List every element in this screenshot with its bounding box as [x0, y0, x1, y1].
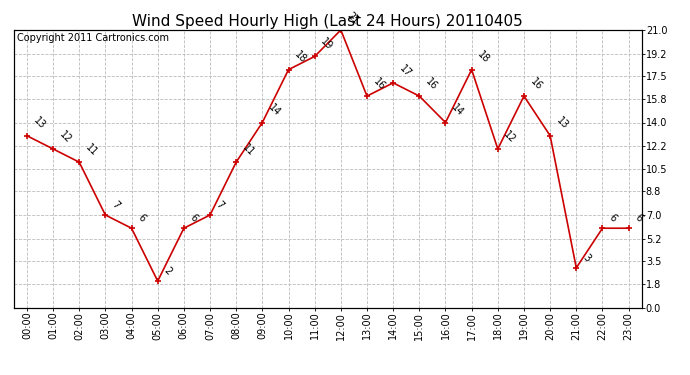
Text: 14: 14 [266, 103, 282, 118]
Text: 16: 16 [424, 76, 440, 92]
Text: 21: 21 [345, 10, 361, 26]
Text: 18: 18 [476, 50, 491, 66]
Text: 6: 6 [607, 213, 618, 224]
Text: 14: 14 [450, 103, 465, 118]
Text: 11: 11 [240, 142, 256, 158]
Text: 12: 12 [57, 129, 73, 145]
Text: 12: 12 [502, 129, 518, 145]
Title: Wind Speed Hourly High (Last 24 Hours) 20110405: Wind Speed Hourly High (Last 24 Hours) 2… [132, 14, 523, 29]
Text: 11: 11 [83, 142, 99, 158]
Text: 7: 7 [110, 200, 121, 211]
Text: 13: 13 [31, 116, 47, 132]
Text: 16: 16 [528, 76, 544, 92]
Text: 19: 19 [319, 36, 335, 52]
Text: 6: 6 [188, 213, 199, 224]
Text: 13: 13 [554, 116, 570, 132]
Text: 3: 3 [580, 252, 592, 264]
Text: 6: 6 [136, 213, 147, 224]
Text: 7: 7 [214, 200, 226, 211]
Text: 18: 18 [293, 50, 308, 66]
Text: 6: 6 [633, 213, 644, 224]
Text: 2: 2 [162, 266, 173, 277]
Text: Copyright 2011 Cartronics.com: Copyright 2011 Cartronics.com [17, 33, 169, 43]
Text: 16: 16 [371, 76, 387, 92]
Text: 17: 17 [397, 63, 413, 79]
